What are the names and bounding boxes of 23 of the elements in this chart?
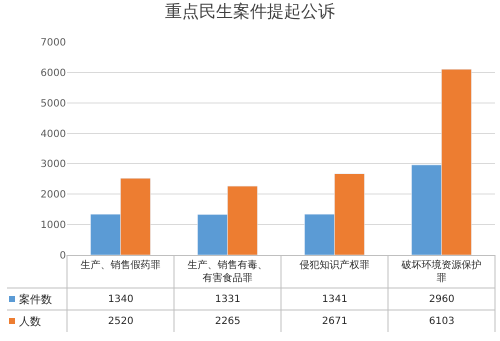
data-label: 6103 bbox=[429, 316, 454, 327]
data-label: 2671 bbox=[322, 316, 348, 327]
y-tick-label: 4000 bbox=[40, 128, 66, 140]
data-label: 2960 bbox=[429, 294, 454, 305]
data-label: 2520 bbox=[108, 316, 134, 327]
y-tick-label: 2000 bbox=[40, 190, 66, 201]
legend-label: 案件数 bbox=[19, 293, 52, 306]
y-tick-label: 7000 bbox=[40, 38, 66, 48]
x-tick-label: 生产、销售假药罪 bbox=[80, 259, 160, 271]
y-tick-label: 0 bbox=[60, 250, 66, 262]
y-tick-label: 5000 bbox=[40, 98, 66, 110]
chart-title: 重点民生案件提起公诉 bbox=[165, 2, 335, 22]
legend-label: 人数 bbox=[19, 315, 41, 328]
data-label: 1341 bbox=[322, 294, 348, 305]
y-tick-label: 1000 bbox=[40, 220, 66, 232]
x-tick-label: 侵犯知识产权罪 bbox=[300, 259, 370, 271]
data-label: 1340 bbox=[108, 294, 134, 305]
y-tick-label: 3000 bbox=[40, 159, 66, 170]
data-label: 2265 bbox=[215, 316, 240, 327]
y-tick-label: 6000 bbox=[40, 68, 66, 79]
x-tick-label: 生产、销售有毒、有害食品罪 bbox=[188, 259, 268, 284]
x-tick-label: 破坏环境资源保护罪 bbox=[400, 259, 482, 284]
data-label: 1331 bbox=[215, 294, 240, 305]
